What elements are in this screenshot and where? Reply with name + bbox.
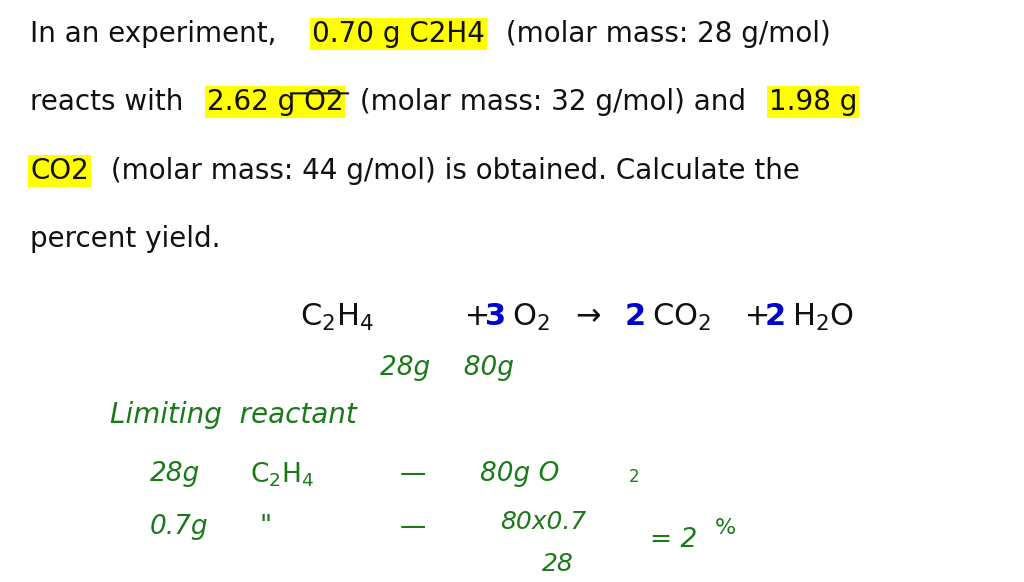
Text: reacts with: reacts with xyxy=(30,88,193,116)
Text: 2: 2 xyxy=(765,302,786,331)
Text: +: + xyxy=(455,302,490,331)
Text: C$_2$H$_4$: C$_2$H$_4$ xyxy=(250,461,314,489)
Text: percent yield.: percent yield. xyxy=(30,225,220,253)
Text: 28g: 28g xyxy=(150,461,201,487)
Text: 1.98 g: 1.98 g xyxy=(769,88,857,116)
Text: O$_2$: O$_2$ xyxy=(512,302,550,333)
Text: (molar mass: 44 g/mol) is obtained. Calculate the: (molar mass: 44 g/mol) is obtained. Calc… xyxy=(102,157,800,184)
Text: = 2: = 2 xyxy=(650,527,697,553)
Text: 2.62 g O2: 2.62 g O2 xyxy=(207,88,343,116)
Text: (molar mass: 28 g/mol): (molar mass: 28 g/mol) xyxy=(497,20,830,48)
Text: →: → xyxy=(575,302,600,331)
Text: +: + xyxy=(735,302,770,331)
Text: Limiting  reactant: Limiting reactant xyxy=(110,400,356,429)
Text: $_2$: $_2$ xyxy=(628,461,639,485)
Text: CO2: CO2 xyxy=(30,157,89,184)
Text: —: — xyxy=(400,461,426,487)
Text: 28: 28 xyxy=(542,552,573,576)
Text: 80g O: 80g O xyxy=(480,461,559,487)
Text: 2: 2 xyxy=(625,302,646,331)
Text: 80x0.7: 80x0.7 xyxy=(500,510,587,534)
Text: —: — xyxy=(400,514,426,540)
Text: CO$_2$: CO$_2$ xyxy=(652,302,711,333)
Text: %: % xyxy=(715,517,736,538)
Text: H$_2$O: H$_2$O xyxy=(792,302,854,333)
Text: 28g    80g: 28g 80g xyxy=(380,355,514,381)
Text: 3: 3 xyxy=(485,302,506,331)
Text: (molar mass: 32 g/mol) and: (molar mass: 32 g/mol) and xyxy=(351,88,755,116)
Text: In an experiment,: In an experiment, xyxy=(30,20,286,48)
Text: C$_2$H$_4$: C$_2$H$_4$ xyxy=(300,302,374,333)
Text: 0.70 g C2H4: 0.70 g C2H4 xyxy=(312,20,485,48)
Text: ": " xyxy=(260,514,272,540)
Text: 0.7g: 0.7g xyxy=(150,514,209,540)
